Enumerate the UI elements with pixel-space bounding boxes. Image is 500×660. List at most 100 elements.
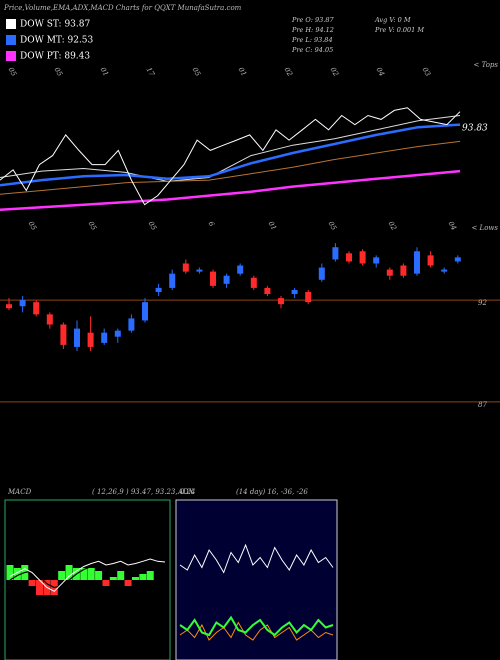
candle-body	[441, 269, 448, 272]
candle-body	[454, 257, 461, 262]
date-label: 05	[27, 220, 39, 232]
ema-line	[0, 140, 461, 195]
macd-hist	[146, 571, 154, 580]
ema-line	[0, 169, 461, 212]
date-label: 02	[283, 66, 295, 78]
candle-body	[386, 269, 393, 276]
ema-line	[0, 123, 461, 187]
macd-hist	[109, 577, 117, 580]
macd-hist	[124, 580, 132, 586]
candle-body	[46, 314, 53, 325]
tops-label: < Tops	[473, 61, 498, 69]
legend-label: DOW PT: 89.43	[20, 52, 90, 62]
macd-hist	[65, 565, 73, 580]
adx-label: ADX	[177, 488, 195, 496]
date-label: 01	[237, 66, 248, 78]
legend-swatch	[6, 19, 16, 29]
candle-body	[182, 263, 189, 272]
candle-body	[237, 265, 244, 274]
lows-label: < Lows	[471, 224, 498, 232]
date-label: 02	[387, 220, 399, 232]
ema-line	[0, 115, 461, 182]
candle-body	[264, 287, 271, 295]
date-label: 05	[191, 66, 203, 78]
date-label: 6	[207, 220, 216, 228]
legend-swatch	[6, 35, 16, 45]
candle-body	[169, 273, 176, 288]
adx-params: (14 day) 16, -36, -26	[236, 488, 308, 496]
page-title: Price,Volume,EMA,ADX,MACD Charts for QQX…	[3, 4, 242, 12]
candle-body	[33, 302, 40, 315]
date-label: 03	[421, 66, 433, 78]
candle-body	[346, 253, 352, 262]
candle-body	[142, 302, 148, 321]
date-label: 01	[99, 66, 110, 78]
macd-hist	[80, 568, 88, 580]
macd-hist	[87, 568, 95, 580]
quote: Pre O: 93.87	[291, 16, 334, 24]
candle-body	[400, 265, 407, 276]
candle-body	[223, 275, 230, 284]
date-label: 02	[329, 66, 341, 78]
macd-label: MACD	[7, 488, 32, 496]
legend-label: DOW ST: 93.87	[20, 20, 90, 30]
date-label: 17	[145, 66, 157, 78]
candle-body	[6, 304, 12, 309]
candle-body	[87, 332, 94, 347]
candle-body	[318, 267, 325, 280]
adx-line	[179, 621, 334, 641]
candle-body	[291, 289, 298, 295]
candle-body	[332, 247, 339, 260]
legend-swatch	[6, 51, 16, 61]
date-label: 01	[267, 220, 278, 232]
volume: Avg V: 0 M	[374, 16, 411, 24]
macd-hist	[95, 571, 103, 580]
adx-panel	[175, 499, 338, 660]
candle-body	[114, 330, 121, 337]
quote: Pre L: 93.84	[291, 36, 333, 44]
candle-body	[128, 318, 135, 331]
macd-line	[9, 558, 166, 592]
macd-hist	[117, 571, 125, 580]
macd-hist	[6, 565, 14, 580]
candle-body	[60, 324, 67, 345]
date-label: 05	[53, 66, 65, 78]
candle-body	[278, 298, 284, 305]
date-label: 05	[7, 66, 19, 78]
candle-body	[414, 251, 420, 274]
candle-body	[155, 287, 162, 292]
plus-di-line	[179, 543, 334, 574]
candle-body	[196, 269, 203, 272]
candle-body	[101, 332, 108, 343]
quote: Pre H: 94.12	[291, 26, 334, 34]
macd-hist	[28, 580, 36, 586]
date-label: 05	[87, 220, 99, 232]
macd-hist	[131, 577, 139, 580]
candle-body	[305, 291, 312, 303]
candle-body	[359, 251, 366, 264]
volume: Pre V: 0.001 M	[374, 26, 424, 34]
level-label: 92	[478, 299, 487, 307]
macd-hist	[36, 580, 44, 595]
date-label: 04	[447, 220, 458, 232]
last-price-label: 93.83	[462, 124, 488, 134]
date-label: 04	[375, 66, 386, 78]
level-label: 87	[478, 401, 487, 409]
macd-hist	[139, 574, 147, 580]
macd-hist	[13, 568, 21, 580]
candle-body	[74, 328, 80, 347]
legend-label: DOW MT: 92.53	[20, 36, 94, 46]
minus-di-line	[179, 615, 334, 637]
macd-hist	[58, 571, 66, 580]
macd-params: ( 12,26,9 ) 93.47, 93.23, 0.24	[92, 488, 195, 496]
macd-hist	[102, 580, 110, 586]
candle-body	[19, 300, 26, 307]
signal-line	[9, 560, 166, 589]
candle-body	[250, 277, 257, 288]
date-label: 05	[147, 220, 159, 232]
candle-body	[427, 255, 434, 266]
price-line	[0, 107, 461, 206]
candle-body	[210, 271, 216, 286]
quote: Pre C: 94.05	[291, 46, 333, 54]
